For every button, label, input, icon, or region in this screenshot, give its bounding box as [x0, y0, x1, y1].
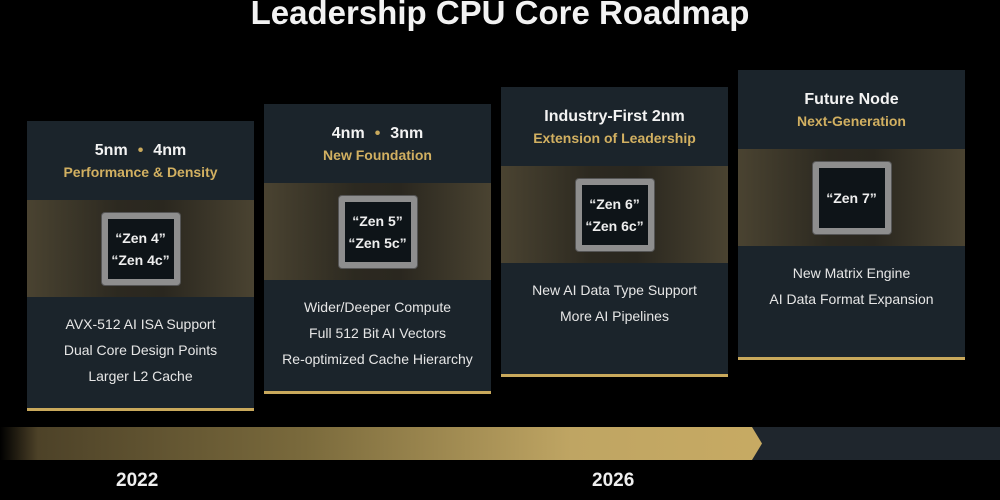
year-label-2026: 2026: [592, 470, 635, 491]
process-node: 5nm • 4nm: [94, 141, 187, 159]
process-node: 4nm • 3nm: [331, 124, 424, 142]
chip-icon: “Zen 4” “Zen 4c”: [101, 212, 180, 285]
roadmap-card-zen4: 5nm • 4nm Performance & Density “Zen 4” “Ze…: [27, 121, 254, 411]
process-node: Future Node: [804, 90, 899, 108]
process-node: Industry-First 2nm: [544, 107, 685, 125]
chip-icon: “Zen 5” “Zen 5c”: [338, 195, 417, 268]
card-subtitle: Extension of Leadership: [533, 129, 696, 146]
chip-icon: “Zen 7”: [812, 161, 891, 234]
year-label-2022: 2022: [116, 470, 159, 491]
roadmap-card-zen6: Industry-First 2nm Extension of Leadersh…: [501, 87, 728, 377]
timeline-progress-arrow: [0, 427, 762, 460]
timeline-bar: [0, 427, 1000, 460]
card-subtitle: Performance & Density: [63, 163, 218, 180]
feature-list: Wider/Deeper Compute Full 512 Bit AI Vect…: [282, 299, 473, 367]
card-subtitle: Next-Generation: [797, 112, 906, 129]
feature-list: New Matrix Engine AI Data Format Expansio…: [769, 265, 934, 307]
card-subtitle: New Foundation: [323, 146, 432, 163]
slide-title: Leadership CPU Core Roadmap: [250, 0, 750, 31]
chip-icon: “Zen 6” “Zen 6c”: [575, 178, 654, 251]
roadmap-card-zen7: Future Node Next-Generation “Zen 7” New …: [738, 70, 965, 360]
roadmap-card-zen5: 4nm • 3nm New Foundation “Zen 5” “Zen 5c” W…: [264, 104, 491, 394]
feature-list: New AI Data Type Support More AI Pipeline…: [532, 282, 697, 324]
feature-list: AVX-512 AI ISA Support Dual Core Design P…: [63, 316, 218, 384]
